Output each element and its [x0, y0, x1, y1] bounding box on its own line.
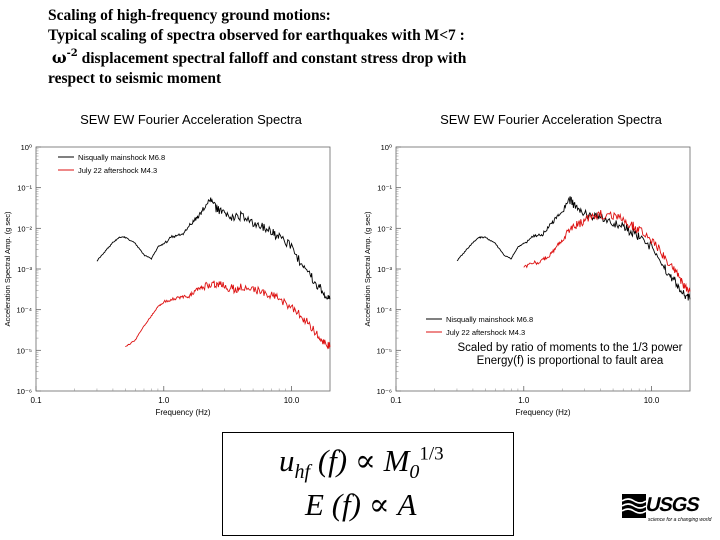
- usgs-logo: USGS science for a changing world: [622, 494, 716, 526]
- heading-line-4: respect to seismic moment: [48, 69, 222, 87]
- formula-u-subscript: hf: [294, 461, 311, 484]
- x-axis-label: Frequency (Hz): [515, 408, 570, 417]
- formula-M-subscript: 0: [409, 461, 420, 484]
- x-axis-label: Frequency (Hz): [155, 408, 210, 417]
- plot-frame: [35, 146, 331, 392]
- formula-proportional-1: ∝: [354, 443, 376, 478]
- legend-label: July 22 aftershock M4.3: [78, 166, 157, 175]
- heading-line-2: Typical scaling of spectra observed for …: [48, 26, 465, 44]
- usgs-tagline: science for a changing world: [648, 517, 712, 523]
- slide-heading: Scaling of high-frequency ground motions…: [48, 6, 688, 88]
- y-tick-label: 10⁻⁶: [17, 387, 32, 396]
- omega-exponent: -2: [66, 48, 78, 59]
- formula-proportional-2: ∝: [368, 487, 390, 522]
- formula-M: M: [383, 443, 410, 478]
- y-tick-label: 10⁰: [21, 143, 32, 152]
- chart-annotation: Energy(f) is proportional to fault area: [477, 355, 664, 367]
- formula-u-arg: (f): [317, 443, 348, 478]
- y-axis-label: Acceleration Spectral Amp. (g sec): [3, 211, 12, 327]
- chart-title: SEW EW Fourier Acceleration Spectra: [80, 112, 303, 127]
- legend-label: Nisqually mainshock M6.8: [446, 315, 533, 324]
- heading-line-3-text: displacement spectral falloff and consta…: [77, 50, 467, 68]
- y-tick-label: 10⁻³: [17, 265, 32, 274]
- x-tick-label: 1.0: [158, 396, 170, 405]
- series-line-aftershock: [523, 210, 691, 295]
- formula-line-1: uhf (f) ∝ M01/3: [279, 443, 444, 484]
- formula-exponent: 1/3: [419, 443, 444, 465]
- y-axis-label: Acceleration Spectral Amp. (g sec): [363, 211, 372, 327]
- scaling-formula-box: uhf (f) ∝ M01/3 E (f) ∝ A: [222, 432, 514, 536]
- heading-line-1: Scaling of high-frequency ground motions…: [48, 7, 331, 24]
- formula-line-2: E (f) ∝ A: [305, 487, 416, 523]
- series-line-mainshock: [96, 197, 331, 300]
- heading-line-3: ω-2 displacement spectral falloff and co…: [48, 45, 688, 69]
- formula-E-arg: (f): [331, 487, 361, 522]
- x-tick-label: 0.1: [30, 396, 42, 405]
- series-line-aftershock: [125, 280, 331, 350]
- x-tick-label: 10.0: [644, 396, 660, 405]
- y-tick-label: 10⁻⁵: [17, 346, 32, 355]
- formula-E: E: [305, 487, 324, 522]
- y-tick-label: 10⁻⁶: [377, 387, 392, 396]
- chart-title: SEW EW Fourier Acceleration Spectra: [440, 112, 663, 127]
- spectra-chart-right: SEW EW Fourier Acceleration Spectra 10⁰ 10…: [363, 112, 691, 417]
- y-tick-label: 10⁻⁵: [377, 346, 392, 355]
- y-tick-label: 10⁻⁴: [16, 306, 32, 315]
- y-tick-label: 10⁰: [381, 143, 392, 152]
- y-tick-label: 10⁻¹: [377, 184, 392, 193]
- y-tick-label: 10⁻³: [377, 265, 392, 274]
- x-tick-label: 1.0: [518, 396, 530, 405]
- formula-u: u: [279, 443, 295, 478]
- x-tick-label: 0.1: [390, 396, 402, 405]
- spectra-chart-left: SEW EW Fourier Acceleration Spectra 10⁰ 10…: [3, 112, 331, 417]
- chart-annotation: Scaled by ratio of moments to the 1/3 po…: [457, 342, 682, 354]
- y-tick-label: 10⁻⁴: [376, 306, 392, 315]
- formula-A: A: [397, 487, 417, 522]
- usgs-wave-icon: [622, 494, 646, 518]
- x-tick-label: 10.0: [284, 396, 300, 405]
- legend-label: Nisqually mainshock M6.8: [78, 153, 165, 162]
- y-tick-label: 10⁻¹: [17, 184, 32, 193]
- series-line-mainshock: [456, 195, 691, 301]
- omega-symbol: ω: [51, 48, 67, 68]
- usgs-wordmark: USGS: [643, 494, 702, 516]
- y-tick-label: 10⁻²: [377, 224, 392, 233]
- y-tick-label: 10⁻²: [17, 224, 32, 233]
- legend-label: July 22 aftershock M4.3: [446, 328, 525, 337]
